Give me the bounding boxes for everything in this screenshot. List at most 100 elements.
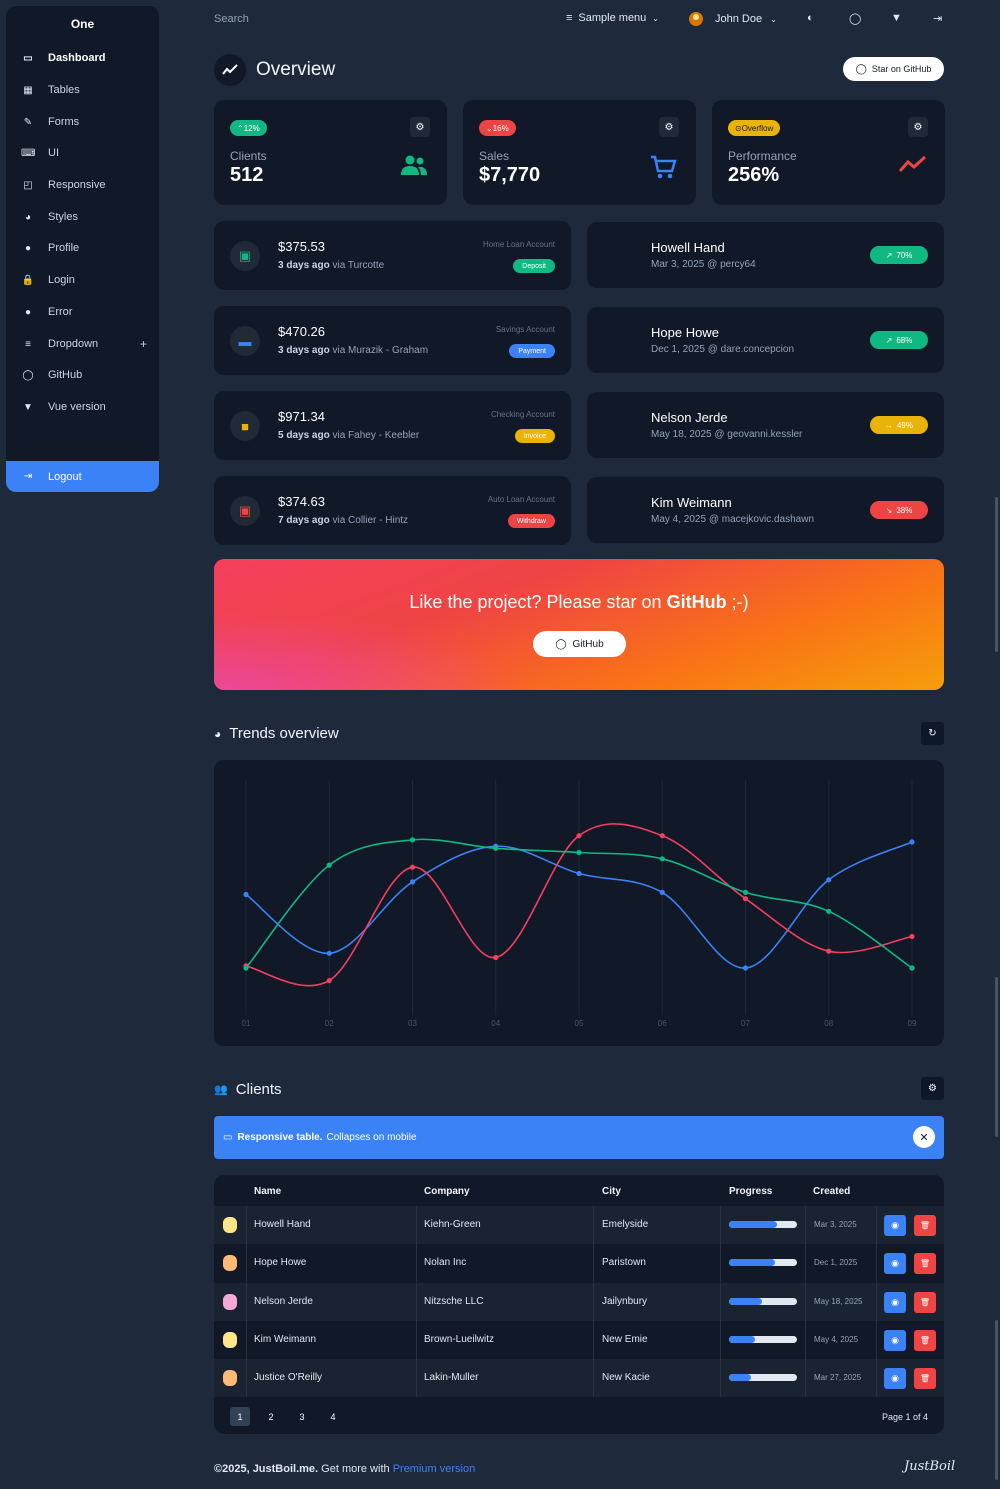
sidebar-item-label: Tables [48, 84, 80, 96]
sidebar-item-ui[interactable]: ⌨ UI [6, 140, 159, 166]
premium-link[interactable]: Premium version [392, 1463, 476, 1475]
progress-fill [729, 1297, 763, 1305]
star-on-github-button[interactable]: ◯ Star on GitHub [843, 57, 944, 81]
clients-settings-button[interactable]: ⚙ [921, 1077, 944, 1100]
close-icon: ✕ [919, 1131, 929, 1144]
data-point[interactable] [826, 877, 832, 883]
cell-divider [246, 1320, 247, 1359]
user-menu-button[interactable]: John Doe ⌄ [689, 12, 777, 26]
data-point[interactable] [326, 978, 332, 984]
view-button[interactable]: ◉ [884, 1215, 906, 1236]
delete-button[interactable]: 🗑 [914, 1368, 936, 1390]
data-point[interactable] [493, 845, 499, 851]
monitor-cellphone-icon: ▭ [223, 1132, 233, 1143]
data-point[interactable] [409, 864, 416, 870]
search-input[interactable]: Search [214, 13, 249, 25]
sidebar-item-label: Login [48, 274, 75, 286]
data-point[interactable] [909, 965, 915, 971]
stat-label: Performance [728, 149, 797, 163]
trash-can-icon: 🗑 [919, 1221, 931, 1230]
sidebar-item-responsive[interactable]: ◰ Responsive [6, 172, 159, 198]
transaction-meta: 3 days ago via Turcotte [278, 260, 384, 271]
progress-fill [729, 1259, 776, 1267]
view-button[interactable]: ◉ [884, 1329, 906, 1351]
theme-toggle-button[interactable]: ◐ [807, 12, 814, 24]
overview-header: Overview [214, 54, 335, 86]
sidebar-item-error[interactable]: ● Error [6, 299, 159, 325]
trend-badge: ↘ 38% [870, 501, 928, 519]
data-point[interactable] [409, 879, 416, 885]
data-point[interactable] [493, 954, 499, 961]
sidebar-item-label: Styles [48, 211, 78, 223]
page-button-1[interactable]: 1 [230, 1407, 250, 1426]
delete-button[interactable]: 🗑 [914, 1215, 936, 1236]
logout-button[interactable]: ⇥ Logout [6, 461, 159, 492]
delete-button[interactable]: 🗑 [914, 1291, 936, 1313]
theme-light-dark-icon: ◐ [807, 12, 814, 24]
data-point[interactable] [243, 891, 249, 898]
data-point[interactable] [326, 950, 332, 956]
sidebar-item-dashboard[interactable]: ▭ Dashboard [6, 45, 159, 71]
github-link[interactable]: ◯ [849, 12, 861, 25]
clients-title: Clients [235, 1081, 282, 1098]
account-name: Checking Account [490, 410, 555, 419]
sidebar-item-forms[interactable]: ✎ Forms [6, 109, 159, 135]
view-button[interactable]: ◉ [884, 1291, 906, 1313]
sidebar-item-styles[interactable]: ◕ Styles [6, 204, 159, 230]
scrollbar[interactable] [995, 1320, 998, 1480]
delete-button[interactable]: 🗑 [914, 1253, 936, 1275]
scrollbar[interactable] [995, 497, 998, 652]
trend-badge-label: Overflow [741, 123, 774, 133]
eye-icon: ◉ [891, 1373, 899, 1384]
page-button-4[interactable]: 4 [330, 1411, 336, 1422]
data-point[interactable] [659, 833, 665, 839]
data-point[interactable] [659, 856, 665, 862]
settings-button[interactable]: ⚙ [659, 117, 679, 137]
sidebar-item-label: Profile [48, 242, 80, 254]
data-point[interactable] [909, 933, 915, 940]
settings-button[interactable]: ⚙ [410, 117, 430, 137]
cell-divider [593, 1320, 594, 1359]
data-point[interactable] [742, 889, 749, 895]
page-button-2[interactable]: 2 [268, 1411, 274, 1422]
account-name: Home Loan Account [482, 240, 555, 249]
trend-badge: ⌄ 16% [479, 120, 516, 136]
logout-top-button[interactable]: ⇥ [933, 12, 942, 25]
cash-minus-icon: ▣ [230, 496, 260, 526]
data-point[interactable] [659, 889, 665, 895]
data-point[interactable] [576, 870, 582, 877]
view-button[interactable]: ◉ [884, 1368, 906, 1390]
data-point[interactable] [826, 908, 832, 914]
vuejs-icon: ▼ [23, 401, 33, 413]
data-point[interactable] [326, 862, 332, 868]
scrollbar[interactable] [995, 977, 998, 1137]
cell-divider [593, 1282, 594, 1321]
data-point[interactable] [742, 896, 749, 902]
view-button[interactable]: ◉ [884, 1253, 906, 1275]
reload-button[interactable]: ↻ [921, 722, 944, 745]
cell-divider [246, 1206, 247, 1244]
sidebar-item-profile[interactable]: ● Profile [6, 235, 159, 261]
data-point[interactable] [909, 839, 915, 845]
data-point[interactable] [826, 948, 832, 954]
sidebar-item-dropdown[interactable]: ≡ Dropdown + [6, 331, 159, 357]
data-point[interactable] [409, 837, 416, 843]
banner-github-label: GitHub [572, 638, 604, 650]
delete-button[interactable]: 🗑 [914, 1329, 936, 1351]
page-button-3[interactable]: 3 [299, 1411, 305, 1422]
data-point[interactable] [576, 849, 582, 856]
client-name: Nelson Jerde [651, 410, 728, 425]
sidebar-item-login[interactable]: 🔒 Login [6, 267, 159, 293]
settings-button[interactable]: ⚙ [908, 117, 928, 137]
data-point[interactable] [576, 833, 582, 839]
banner-github-button[interactable]: ◯ GitHub [533, 631, 626, 657]
sample-menu-button[interactable]: ≡ Sample menu ⌄ [566, 12, 659, 24]
vue-link[interactable]: ▼ [891, 12, 902, 24]
data-point[interactable] [243, 965, 249, 971]
sidebar-item-vue-version[interactable]: ▼ Vue version [6, 394, 159, 420]
trend-badge: ⌃ 12% [230, 120, 267, 136]
close-button[interactable]: ✕ [913, 1126, 935, 1148]
sidebar-item-tables[interactable]: ▦ Tables [6, 77, 159, 103]
sidebar-item-github[interactable]: ◯ GitHub [6, 362, 159, 388]
data-point[interactable] [742, 965, 749, 971]
